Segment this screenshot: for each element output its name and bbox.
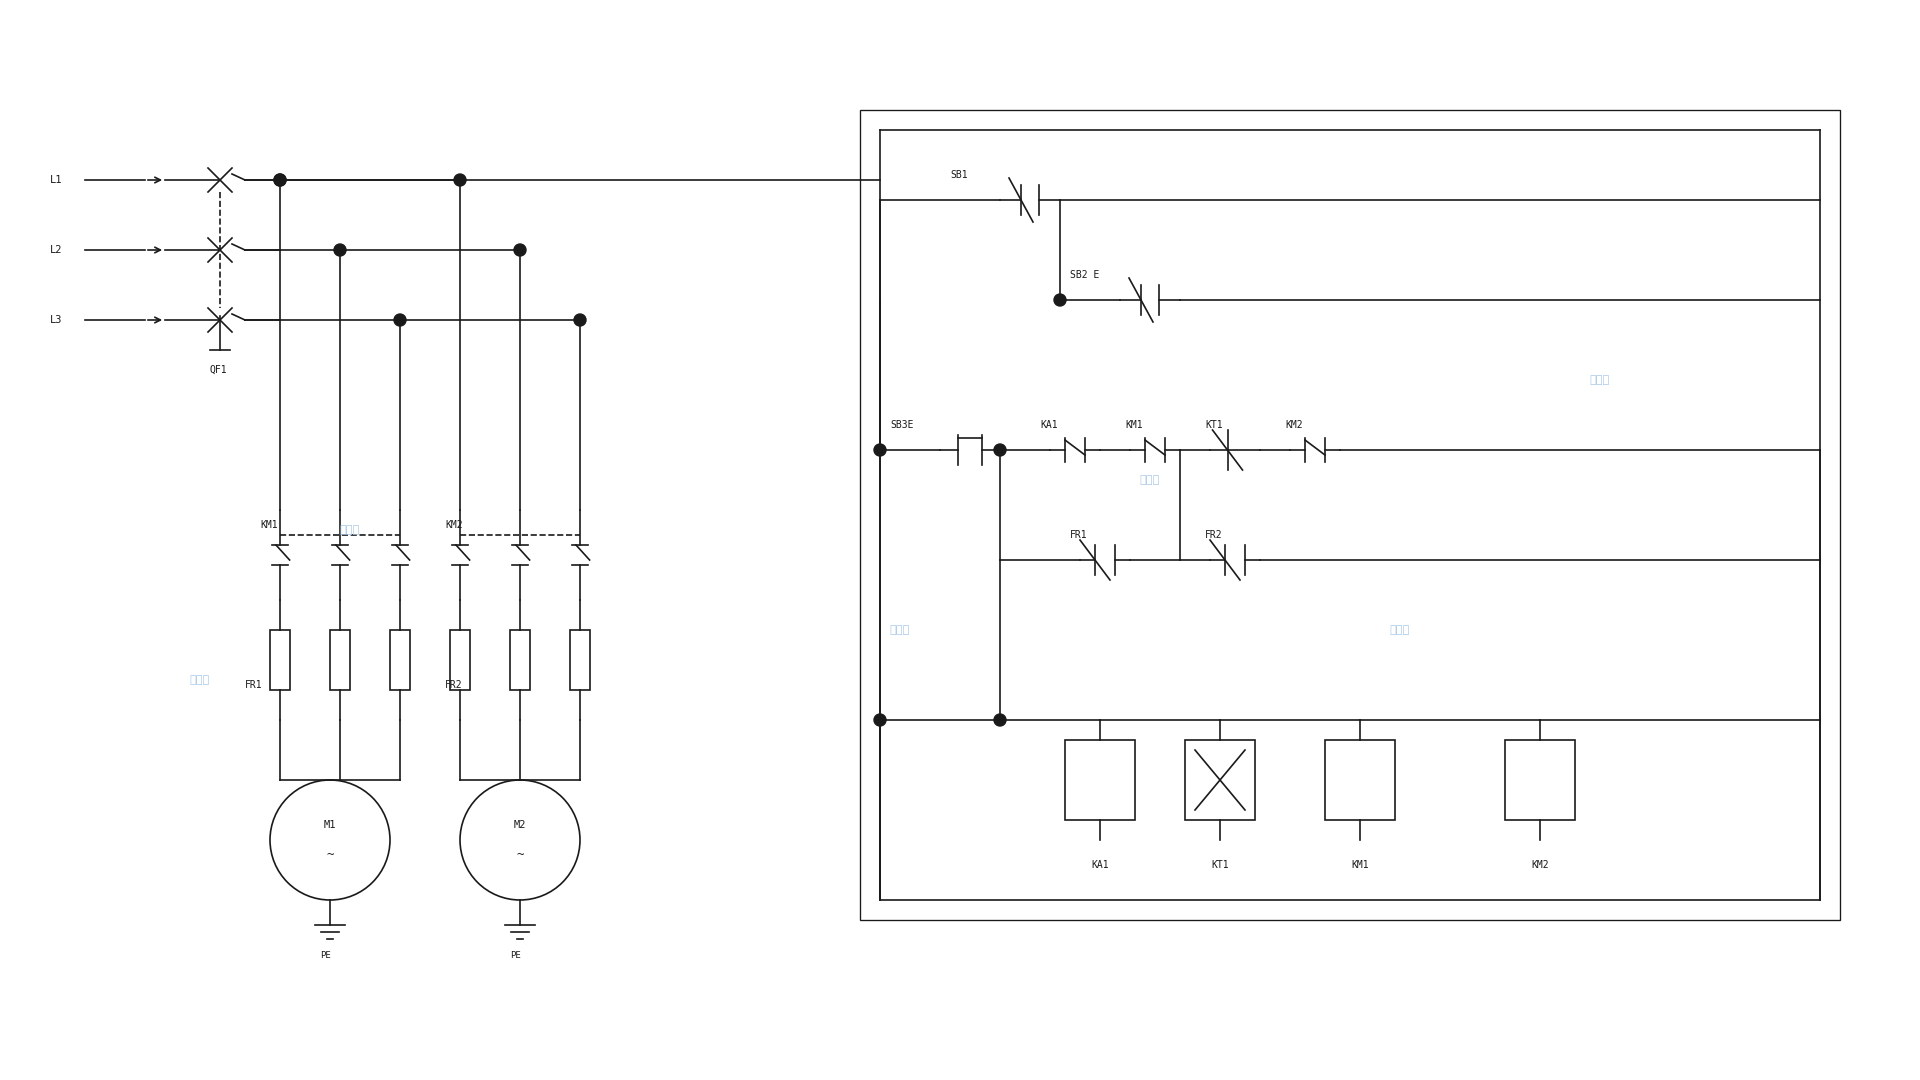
Text: 电工鼠: 电工鼠 xyxy=(1390,625,1409,635)
Text: KA1: KA1 xyxy=(1091,860,1110,870)
Text: KM1: KM1 xyxy=(259,519,278,530)
Bar xyxy=(271,630,290,690)
Bar xyxy=(1505,740,1574,820)
Text: M1: M1 xyxy=(324,820,336,831)
Text: 电工鼠: 电工鼠 xyxy=(1590,375,1611,384)
Circle shape xyxy=(1054,294,1066,306)
Text: ~: ~ xyxy=(516,849,524,862)
Circle shape xyxy=(995,714,1006,726)
Bar xyxy=(860,110,1839,920)
Bar xyxy=(390,630,411,690)
Text: L1: L1 xyxy=(50,175,63,185)
Circle shape xyxy=(334,244,346,256)
Circle shape xyxy=(874,714,885,726)
Text: KM2: KM2 xyxy=(445,519,463,530)
Text: ~: ~ xyxy=(326,849,334,862)
Bar xyxy=(449,630,470,690)
Circle shape xyxy=(453,174,467,186)
Text: FR2: FR2 xyxy=(445,680,463,690)
Text: FR1: FR1 xyxy=(1069,530,1087,540)
Text: KM2: KM2 xyxy=(1284,420,1302,430)
Bar xyxy=(1185,740,1256,820)
Circle shape xyxy=(515,244,526,256)
Text: L2: L2 xyxy=(50,245,63,255)
Text: FR2: FR2 xyxy=(1206,530,1223,540)
Text: KT1: KT1 xyxy=(1212,860,1229,870)
Text: 电工鼠: 电工鼠 xyxy=(889,625,910,635)
Text: PE: PE xyxy=(321,950,330,959)
Circle shape xyxy=(874,444,885,456)
Text: SB2 E: SB2 E xyxy=(1069,270,1100,280)
Circle shape xyxy=(275,174,286,186)
Bar xyxy=(570,630,589,690)
Circle shape xyxy=(275,174,286,186)
Text: SB1: SB1 xyxy=(950,170,968,180)
Circle shape xyxy=(394,314,405,326)
Text: 电工鼠: 电工鼠 xyxy=(340,525,361,535)
Text: KM1: KM1 xyxy=(1352,860,1369,870)
Circle shape xyxy=(995,444,1006,456)
Text: KA1: KA1 xyxy=(1041,420,1058,430)
Text: L3: L3 xyxy=(50,315,63,325)
Text: KT1: KT1 xyxy=(1206,420,1223,430)
Bar xyxy=(330,630,349,690)
Bar xyxy=(1325,740,1396,820)
Text: KM1: KM1 xyxy=(1125,420,1142,430)
Circle shape xyxy=(574,314,586,326)
Text: 电工鼠: 电工鼠 xyxy=(190,675,209,685)
Text: PE: PE xyxy=(511,950,520,959)
Text: 电工鼠: 电工鼠 xyxy=(1140,475,1160,485)
Text: SB3E: SB3E xyxy=(891,420,914,430)
Text: M2: M2 xyxy=(515,820,526,831)
Bar xyxy=(1066,740,1135,820)
Text: KM2: KM2 xyxy=(1530,860,1549,870)
Text: FR1: FR1 xyxy=(246,680,263,690)
Bar xyxy=(511,630,530,690)
Text: QF1: QF1 xyxy=(209,365,228,375)
